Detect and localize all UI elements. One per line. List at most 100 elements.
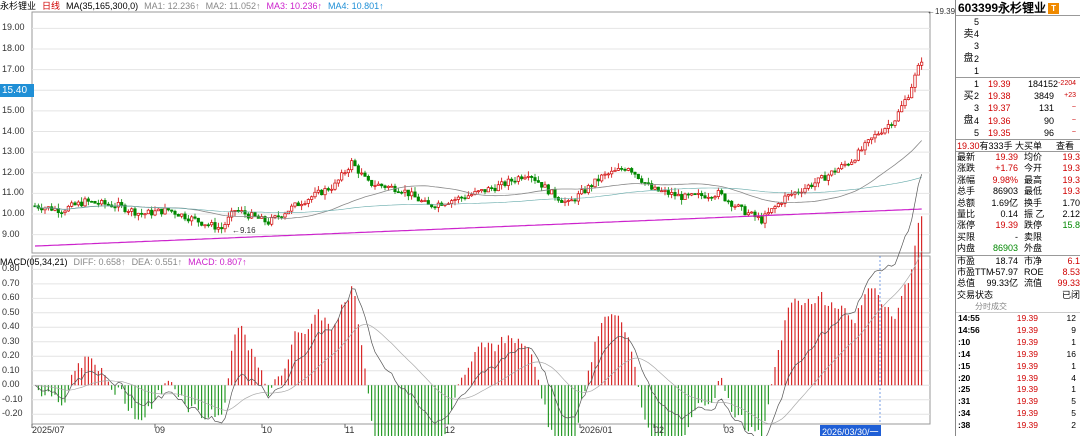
macd-params: MACD(05,34,21)	[0, 257, 68, 267]
candle-body	[600, 174, 604, 182]
level-number: 2	[974, 91, 980, 102]
trade-time: :14	[958, 348, 971, 359]
candle-body	[403, 189, 407, 193]
level-change	[1054, 40, 1076, 52]
candle-body	[776, 203, 780, 208]
quote-key: 量比	[957, 208, 976, 219]
stock-title-name: 永杉锂业	[998, 1, 1047, 15]
candle-body	[170, 209, 174, 212]
sell-level-row[interactable]: 5	[956, 16, 1080, 28]
t-badge-icon[interactable]: T	[1048, 3, 1060, 14]
quote-row: 内盘 86903 外盘	[956, 243, 1080, 254]
buy-level-row[interactable]: 5 19.35 96 ~	[956, 127, 1080, 139]
sell-level-row[interactable]: 2	[956, 53, 1080, 65]
candle-body	[426, 200, 430, 205]
trade-qty: 4	[1071, 372, 1076, 383]
candle-body	[806, 184, 810, 189]
candle-body	[336, 179, 340, 184]
trade-row[interactable]: :14 19.39 16	[956, 349, 1080, 361]
low-marker-label: ←9.16	[232, 226, 256, 235]
trade-qty: 12	[1066, 313, 1076, 324]
high-marker-label: ←19.39	[927, 7, 956, 16]
sell-level-row[interactable]: 1	[956, 65, 1080, 77]
candle-body	[833, 170, 837, 173]
candle-body	[156, 208, 160, 212]
candle-body	[190, 216, 194, 222]
level-price	[988, 40, 1028, 52]
candle-body	[623, 169, 627, 171]
buy-level-row[interactable]: 3 19.37 131 ~	[956, 102, 1080, 114]
buy-level-row[interactable]: 4 19.36 90 ~	[956, 115, 1080, 127]
trade-row[interactable]: :10 19.39 1	[956, 337, 1080, 349]
candle-body	[706, 196, 710, 199]
quote-value-2: 19.3	[1062, 163, 1080, 174]
macd-axis-label: 0.60	[2, 292, 20, 303]
macd-axis-label: 0.20	[2, 350, 20, 361]
valuation-key: 市盈	[957, 255, 976, 266]
candle-body	[323, 188, 327, 196]
trade-row[interactable]: :25 19.39 1	[956, 384, 1080, 396]
sell-level-row[interactable]: 3	[956, 40, 1080, 52]
candle-body	[163, 207, 167, 215]
trade-row[interactable]: :31 19.39 5	[956, 396, 1080, 408]
trade-status-value: 已闭	[1061, 289, 1080, 300]
candle-body	[813, 182, 817, 188]
candle-body	[723, 193, 727, 202]
level-volume: 3849	[1033, 91, 1054, 102]
trade-row[interactable]: :20 19.39 4	[956, 373, 1080, 385]
big-order-link[interactable]: 查看	[1055, 141, 1074, 151]
candle-body	[720, 190, 724, 195]
quote-value: 19.39	[995, 220, 1018, 231]
candle-body	[483, 189, 487, 193]
trade-qty: 9	[1071, 324, 1076, 335]
macd-axis-label: 0.10	[2, 364, 20, 375]
candle-body	[636, 173, 640, 179]
candle-body	[436, 202, 440, 208]
chart-canvas[interactable]	[0, 0, 955, 436]
buy-level-row[interactable]: 1 19.39 184152 -2204	[956, 78, 1080, 90]
candle-body	[576, 193, 580, 202]
candle-body	[540, 182, 544, 188]
level-volume: 184152	[1028, 79, 1059, 89]
trades-header[interactable]: 分时成交	[956, 301, 1080, 314]
quote-row: 涨跌 +1.76 今开 19.3	[956, 163, 1080, 174]
candle-body	[756, 216, 760, 218]
kline-chart[interactable]: 永杉锂业 日线 MA(35,165,300,0) MA1: 12.236↑ MA2: 1…	[0, 0, 955, 436]
candle-body	[773, 206, 777, 210]
candle-body	[223, 224, 227, 230]
candle-body	[233, 209, 237, 212]
price-axis-label: 14.00	[2, 125, 25, 136]
price-axis-label: 17.00	[2, 63, 25, 74]
buy-book: 买盘 1 19.39 184152 -2204 2 19.38 3849 +23 3 19.37 1…	[956, 78, 1080, 140]
candle-body	[746, 212, 750, 216]
big-order-summary[interactable]: 19.30有333手 大买单 查看	[956, 140, 1080, 152]
candle-body	[283, 213, 287, 218]
quote-row: 涨幅 9.98% 最高 19.3	[956, 175, 1080, 186]
candle-body	[743, 206, 747, 216]
candle-body	[920, 61, 924, 66]
trade-row[interactable]: :15 19.39 1	[956, 361, 1080, 373]
sell-level-row[interactable]: 4	[956, 28, 1080, 40]
candle-body	[613, 170, 617, 172]
stock-name: 永杉锂业	[0, 1, 37, 11]
trade-row[interactable]: 14:55 19.39 12	[956, 313, 1080, 325]
candle-body	[303, 203, 307, 205]
candle-body	[263, 216, 267, 223]
level-volume: 131	[1038, 103, 1054, 114]
buy-level-row[interactable]: 2 19.38 3849 +23	[956, 90, 1080, 102]
candle-body	[320, 189, 324, 196]
trade-row[interactable]: 14:56 19.39 9	[956, 325, 1080, 337]
candle-body	[180, 213, 184, 217]
candle-body	[850, 161, 854, 165]
candle-body	[413, 191, 417, 198]
candle-body	[526, 176, 530, 178]
candle-body	[590, 185, 594, 188]
x-axis-label: 09	[155, 425, 166, 435]
macd-axis-label: 0.30	[2, 335, 20, 346]
trade-row[interactable]: :34 19.39 5	[956, 408, 1080, 420]
candle-body	[683, 193, 687, 200]
trade-row[interactable]: :38 19.39 2	[956, 420, 1080, 432]
stock-title: 603399永杉锂业 T	[956, 0, 1080, 16]
candle-body	[430, 204, 434, 208]
